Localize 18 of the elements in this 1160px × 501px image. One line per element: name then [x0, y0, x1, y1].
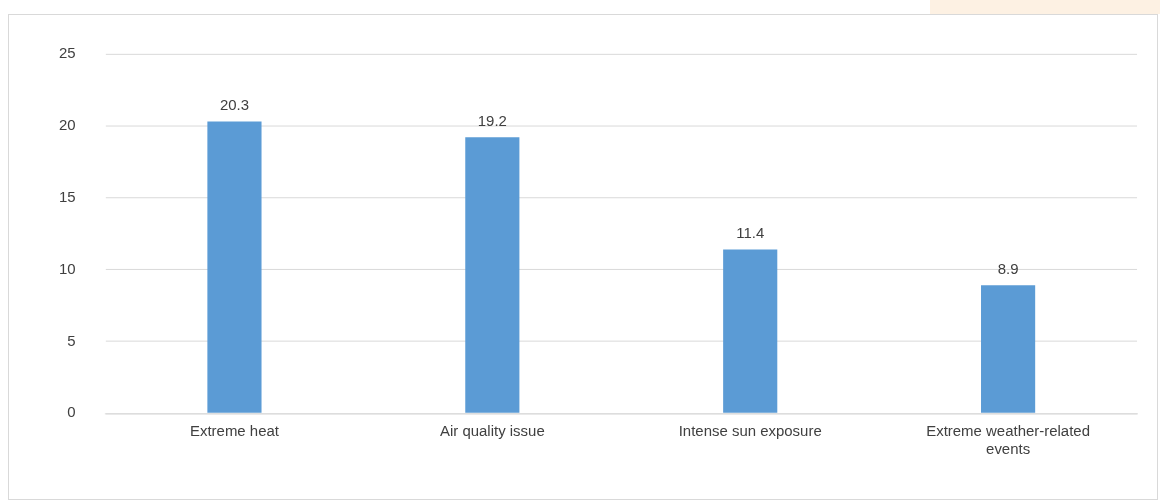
data-label: 19.2: [477, 111, 507, 129]
data-label: 8.9: [997, 260, 1019, 278]
data-label: 20.3: [219, 96, 250, 114]
bar: [465, 137, 520, 413]
x-tick-label: Air quality issue: [439, 422, 545, 440]
y-tick-label: 25: [58, 43, 76, 61]
y-tick-label: 10: [58, 259, 76, 277]
bar: [207, 121, 262, 413]
data-label: 11.4: [736, 224, 765, 242]
y-tick-label: 15: [58, 187, 76, 205]
y-tick-label: 20: [58, 115, 76, 133]
x-tick-label: Extreme weather-related events: [926, 422, 1090, 458]
x-tick-label: Intense sun exposure: [678, 422, 822, 440]
y-tick-label: 5: [67, 331, 76, 349]
y-tick-label: 0: [67, 403, 76, 421]
x-tick-label: Extreme heat: [189, 422, 280, 440]
bar: [981, 285, 1036, 413]
bar: [723, 249, 778, 413]
